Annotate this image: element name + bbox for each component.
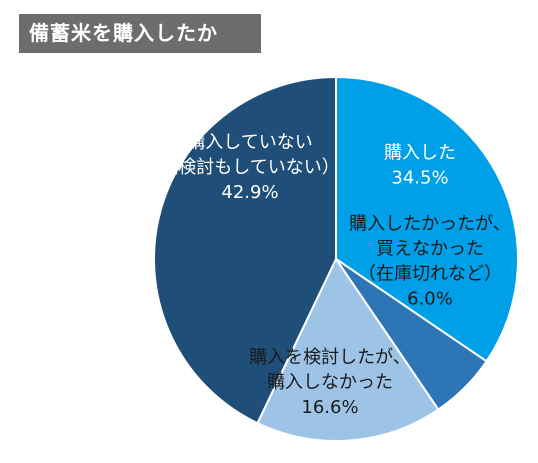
slice-value-label-4: 42.9%: [221, 182, 278, 203]
slice-label-3-line-1: 購入を検討したが、: [249, 347, 411, 368]
chart-title: 備蓄米を購入したか: [19, 14, 261, 53]
slice-value-label-1: 34.5%: [391, 168, 448, 189]
pie-slice-4: [153, 75, 337, 425]
slice-value-label-2: 6.0%: [407, 289, 453, 310]
pie-slice-3: [256, 256, 440, 442]
slice-label-4-line-1: 購入していない: [187, 132, 312, 153]
slice-label-3-line-2: 購入しなかった: [267, 372, 393, 393]
slice-label-2-line-1: 購入したかったが、: [349, 214, 511, 235]
pie-slice-1: [335, 75, 519, 363]
slice-label-1-line-1: 購入した: [384, 143, 456, 164]
slice-label-2-line-2: 買えなかった: [376, 239, 484, 260]
slice-value-label-3: 16.6%: [301, 397, 358, 418]
slice-label-4-line-2: （検討もしていない）: [160, 157, 339, 178]
slice-label-2-line-3: （在庫切れなど）: [358, 264, 502, 285]
